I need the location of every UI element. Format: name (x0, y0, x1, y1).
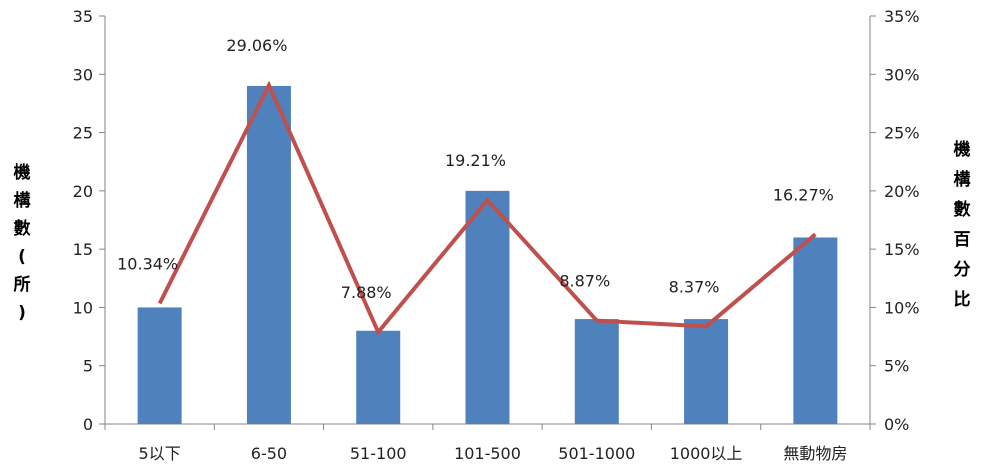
bar (793, 237, 838, 424)
data-label: 8.87% (559, 272, 610, 291)
right-y-tick-label: 5% (884, 357, 909, 376)
bar (356, 330, 401, 424)
x-tick-label: 6-50 (251, 444, 287, 463)
bar (465, 190, 510, 424)
data-label: 8.37% (669, 277, 720, 296)
data-label: 16.27% (773, 185, 834, 204)
bar (246, 85, 291, 424)
right-y-axis-label-char: 百 (954, 230, 971, 250)
data-labels: 10.34% 29.06% 7.88% 19.21% 8.87% 8.37% 16.27% (117, 36, 834, 302)
left-y-tick-label: 10 (73, 298, 93, 317)
data-label: 19.21% (445, 151, 506, 170)
left-y-axis-label-char: 構 (14, 190, 31, 211)
right-y-ticks: 0% 5% 10% 15% 20% 25% 30% 35% (870, 7, 920, 434)
left-y-tick-label: 15 (73, 240, 93, 259)
left-y-axis-label-char: 所 (14, 275, 31, 295)
x-tick-label: 無動物房 (783, 444, 847, 463)
left-y-tick-label: 30 (73, 65, 93, 84)
data-label: 29.06% (226, 36, 287, 55)
right-y-tick-label: 15% (884, 240, 920, 259)
left-y-tick-label: 25 (73, 124, 93, 143)
right-y-axis-label-char: 數 (954, 199, 971, 220)
left-y-axis-label-char: 數 (14, 218, 31, 239)
right-y-axis-label-char: 比 (954, 289, 971, 310)
left-y-tick-label: 35 (73, 7, 93, 26)
left-y-tick-label: 20 (73, 182, 93, 201)
left-y-ticks: 0 5 10 15 20 25 30 35 (73, 7, 105, 434)
data-label: 10.34% (117, 254, 178, 273)
x-tick-labels: 5以下 6-50 51-100 101-500 501-1000 1000以上 無動物房 (139, 444, 848, 463)
x-tick-label: 1000以上 (670, 444, 743, 463)
right-y-axis-label-char: 機 (954, 139, 971, 160)
right-y-tick-label: 0% (884, 415, 909, 434)
left-y-tick-label: 0 (83, 415, 93, 434)
x-tick-label: 5以下 (139, 444, 181, 463)
right-y-tick-label: 25% (884, 124, 920, 143)
right-y-axis-label-char: 分 (954, 260, 971, 280)
right-y-tick-label: 30% (884, 65, 920, 84)
x-tick-label: 101-500 (454, 444, 521, 463)
x-tick-label: 51-100 (350, 444, 407, 463)
bar-series (137, 85, 838, 424)
left-y-tick-label: 5 (83, 357, 93, 376)
left-y-axis-label-char: ( (18, 247, 26, 267)
right-y-tick-label: 20% (884, 182, 920, 201)
left-y-axis-label-char: 機 (14, 162, 31, 183)
right-y-axis-label-char: 構 (954, 169, 971, 190)
percent-line (157, 80, 817, 336)
right-y-tick-label: 35% (884, 7, 920, 26)
left-y-axis-label-char: ) (18, 303, 26, 323)
bar (574, 319, 619, 424)
data-label: 7.88% (341, 283, 392, 302)
right-y-tick-label: 10% (884, 298, 920, 317)
x-tick-label: 501-1000 (558, 444, 635, 463)
left-y-axis-label: 機構數 ( 所) (14, 162, 31, 323)
bar (684, 319, 729, 424)
bar (137, 307, 182, 424)
